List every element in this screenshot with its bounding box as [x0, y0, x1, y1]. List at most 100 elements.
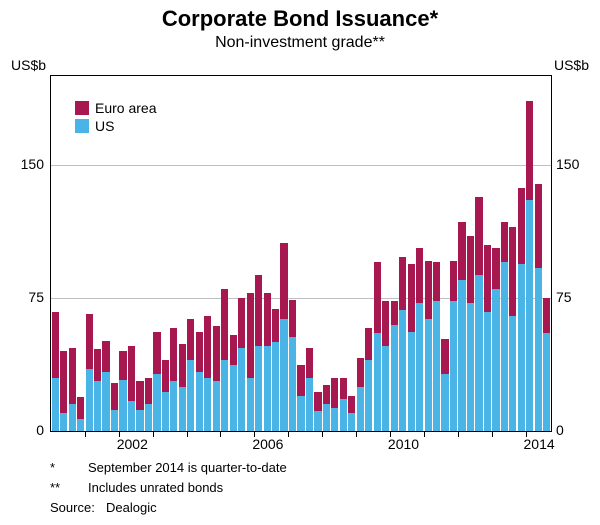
- bar-us: [425, 319, 432, 431]
- x-tick-mark: [492, 431, 493, 437]
- bar-us: [280, 319, 287, 431]
- y-tick-left: 75: [28, 289, 44, 305]
- bar-euro: [475, 197, 482, 275]
- bar: [509, 76, 516, 431]
- bar-euro: [306, 348, 313, 378]
- source-value: Dealogic: [106, 500, 157, 515]
- bar: [280, 76, 287, 431]
- bar-us: [433, 301, 440, 431]
- bar-euro: [458, 222, 465, 281]
- bar: [196, 76, 203, 431]
- bar-euro: [425, 261, 432, 320]
- bar-us: [272, 342, 279, 431]
- bar: [340, 76, 347, 431]
- chart-subtitle: Non-investment grade**: [0, 34, 600, 52]
- bar-us: [60, 413, 67, 431]
- x-tick-mark: [458, 431, 459, 437]
- bar-us: [221, 360, 228, 431]
- bar: [416, 76, 423, 431]
- bar-us: [340, 399, 347, 431]
- x-tick-mark: [85, 431, 86, 437]
- bar-euro: [280, 243, 287, 319]
- bar: [458, 76, 465, 431]
- bar-euro: [289, 300, 296, 337]
- bar-euro: [484, 245, 491, 312]
- bar-us: [297, 396, 304, 432]
- bar-euro: [314, 392, 321, 412]
- bar-euro: [416, 248, 423, 303]
- bar-euro: [450, 261, 457, 302]
- x-tick-mark: [424, 431, 425, 437]
- bar-us: [399, 310, 406, 431]
- bar-us: [264, 346, 271, 431]
- bar: [535, 76, 542, 431]
- bar-us: [179, 387, 186, 431]
- bar-us: [374, 333, 381, 431]
- legend-item: US: [75, 118, 156, 134]
- bar-euro: [357, 358, 364, 386]
- bar: [475, 76, 482, 431]
- bar-euro: [297, 365, 304, 395]
- bar: [297, 76, 304, 431]
- bar-euro: [102, 341, 109, 373]
- bar: [238, 76, 245, 431]
- bar: [52, 76, 59, 431]
- bar-us: [501, 262, 508, 431]
- bar-euro: [391, 301, 398, 324]
- bar-euro: [238, 298, 245, 348]
- bar-us: [238, 348, 245, 431]
- bar-euro: [264, 293, 271, 346]
- bar-us: [102, 372, 109, 431]
- bar-euro: [213, 326, 220, 381]
- bar-euro: [119, 351, 126, 379]
- bar-us: [213, 381, 220, 431]
- footnote: *September 2014 is quarter-to-date: [50, 460, 287, 475]
- bar: [441, 76, 448, 431]
- bar-us: [111, 410, 118, 431]
- bar-euro: [187, 319, 194, 360]
- bar-us: [86, 369, 93, 431]
- bar: [425, 76, 432, 431]
- legend-item: Euro area: [75, 100, 156, 116]
- bar-euro: [111, 383, 118, 410]
- bar-us: [475, 275, 482, 431]
- bar-us: [247, 378, 254, 431]
- bar: [170, 76, 177, 431]
- bar-euro: [374, 262, 381, 333]
- bar-us: [441, 374, 448, 431]
- bar-euro: [340, 378, 347, 399]
- footnote-text: September 2014 is quarter-to-date: [88, 460, 287, 475]
- footnote-text: Includes unrated bonds: [88, 480, 223, 495]
- footnote-marker: *: [50, 460, 88, 475]
- bar-euro: [86, 314, 93, 369]
- y-unit-left: US$b: [11, 57, 46, 73]
- bar-euro: [136, 381, 143, 409]
- bar-euro: [170, 328, 177, 381]
- bar-euro: [272, 309, 279, 343]
- x-tick-mark: [153, 431, 154, 437]
- bar-us: [526, 200, 533, 431]
- bar-euro: [162, 360, 169, 392]
- bar-euro: [69, 348, 76, 405]
- x-tick-label: 2006: [252, 436, 283, 452]
- bar-us: [416, 303, 423, 431]
- bar: [391, 76, 398, 431]
- bar-us: [382, 346, 389, 431]
- bar-us: [535, 268, 542, 431]
- bar-euro: [382, 301, 389, 345]
- x-tick-label: 2010: [388, 436, 419, 452]
- bar-us: [255, 346, 262, 431]
- bar: [60, 76, 67, 431]
- bar: [306, 76, 313, 431]
- bar-us: [492, 289, 499, 431]
- footnote: **Includes unrated bonds: [50, 480, 223, 495]
- bar-us: [484, 312, 491, 431]
- bar-us: [408, 332, 415, 431]
- bar: [264, 76, 271, 431]
- bar-euro: [433, 262, 440, 301]
- y-tick-left: 0: [36, 422, 44, 438]
- bar-us: [331, 408, 338, 431]
- bar: [382, 76, 389, 431]
- bar: [187, 76, 194, 431]
- bar-us: [196, 372, 203, 431]
